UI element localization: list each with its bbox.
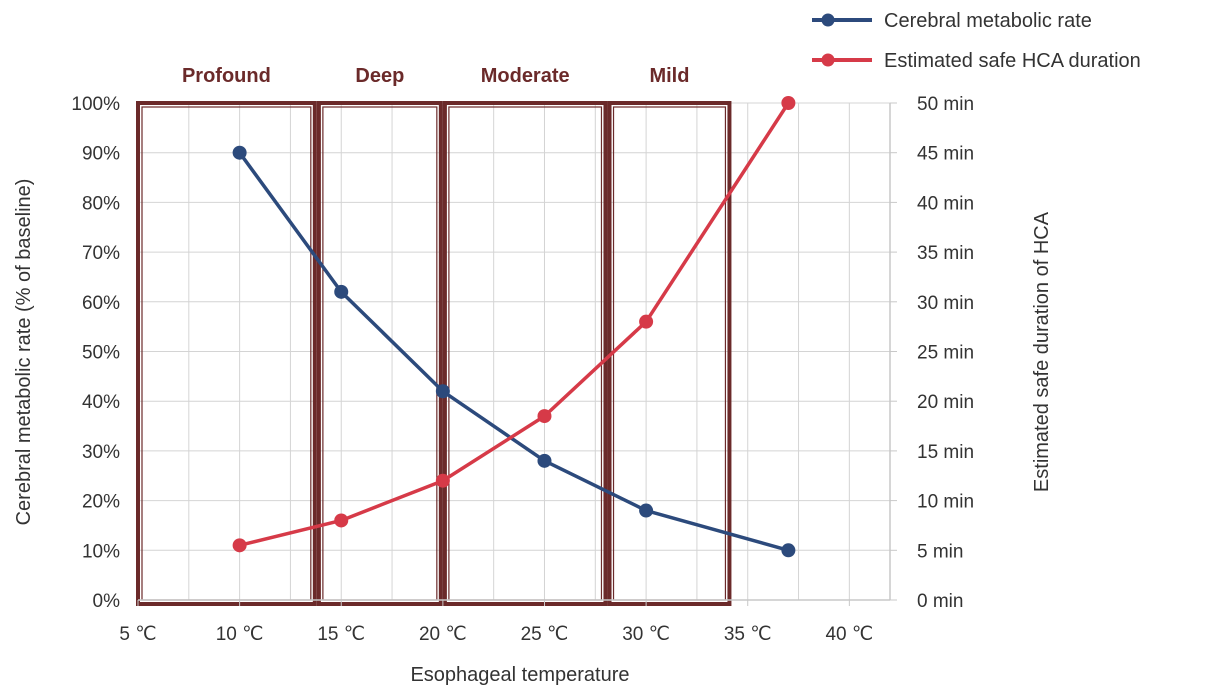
y2-tick-label: 15 min bbox=[917, 442, 974, 463]
y-tick-label: 90% bbox=[82, 144, 120, 165]
y2-tick-label: 10 min bbox=[917, 492, 974, 513]
series-line bbox=[238, 151, 789, 552]
series-lines bbox=[232, 96, 796, 558]
series-line bbox=[239, 102, 790, 548]
x-tick-label: 35 ℃ bbox=[724, 624, 772, 645]
grid-lines bbox=[137, 102, 890, 601]
region-label: Profound bbox=[182, 65, 271, 87]
y2-tick-label: 50 min bbox=[917, 94, 974, 115]
y2-tick-label: 40 min bbox=[917, 193, 974, 214]
data-point bbox=[232, 145, 247, 160]
y2-tick-label: 35 min bbox=[917, 243, 974, 264]
region-box bbox=[442, 101, 608, 606]
y2-tick-label: 30 min bbox=[917, 293, 974, 314]
region-box-inner bbox=[448, 106, 603, 601]
data-point bbox=[435, 384, 450, 399]
data-point bbox=[639, 503, 654, 518]
region-label: Deep bbox=[355, 65, 404, 87]
x-axis-title: Esophageal temperature bbox=[410, 664, 629, 686]
y-tick-label: 10% bbox=[82, 541, 120, 562]
data-point bbox=[537, 409, 552, 424]
region-box-inner bbox=[612, 106, 727, 601]
y-axis-title: Cerebral metabolic rate (% of baseline) bbox=[13, 179, 35, 526]
x-tick-label: 40 ℃ bbox=[825, 624, 873, 645]
y2-axis-title: Estimated safe duration of HCA bbox=[1031, 211, 1053, 492]
y2-tick-label: 5 min bbox=[917, 541, 963, 562]
data-point bbox=[781, 96, 796, 110]
y-tick-label: 70% bbox=[82, 243, 120, 264]
data-point bbox=[334, 513, 349, 528]
x-tick-label: 10 ℃ bbox=[216, 624, 264, 645]
y-tick-label: 50% bbox=[82, 343, 120, 364]
data-point bbox=[781, 543, 796, 558]
region-box-inner bbox=[141, 106, 312, 601]
y-tick-label: 0% bbox=[93, 591, 121, 612]
temperature-regions: Profound Deep Moderate Mild bbox=[136, 65, 732, 606]
y-tick-label: 60% bbox=[82, 293, 120, 314]
y-tick-label: 30% bbox=[82, 442, 120, 463]
x-tick-label: 5 ℃ bbox=[119, 624, 156, 645]
axes: 5 ℃ 10 ℃ 15 ℃ 20 ℃ 25 ℃ 30 ℃ 35 ℃ 40 ℃ 0% 10% 20% 3… bbox=[71, 94, 974, 645]
data-point bbox=[232, 538, 247, 553]
region-box bbox=[136, 101, 317, 606]
y-tick-label: 100% bbox=[71, 94, 120, 115]
region-label: Mild bbox=[649, 65, 689, 87]
data-point bbox=[639, 314, 654, 329]
legend-label: Estimated safe HCA duration bbox=[884, 50, 1141, 72]
y-tick-label: 20% bbox=[82, 492, 120, 513]
y2-tick-label: 25 min bbox=[917, 343, 974, 364]
y-tick-label: 40% bbox=[82, 392, 120, 413]
x-tick-label: 20 ℃ bbox=[419, 624, 467, 645]
data-point bbox=[334, 284, 349, 299]
data-point bbox=[537, 453, 552, 468]
y2-tick-label: 20 min bbox=[917, 392, 974, 413]
legend: Cerebral metabolic rate Estimated safe HC… bbox=[812, 10, 1141, 72]
data-point bbox=[435, 473, 450, 488]
legend-marker bbox=[821, 13, 835, 27]
legend-label: Cerebral metabolic rate bbox=[884, 10, 1092, 32]
y2-tick-label: 0 min bbox=[917, 591, 963, 612]
x-tick-label: 25 ℃ bbox=[521, 624, 569, 645]
region-label: Moderate bbox=[481, 65, 570, 87]
legend-marker bbox=[821, 53, 835, 67]
y2-tick-label: 45 min bbox=[917, 144, 974, 165]
y-tick-label: 80% bbox=[82, 193, 120, 214]
x-tick-label: 30 ℃ bbox=[622, 624, 670, 645]
x-tick-label: 15 ℃ bbox=[317, 624, 365, 645]
region-box bbox=[316, 101, 443, 606]
